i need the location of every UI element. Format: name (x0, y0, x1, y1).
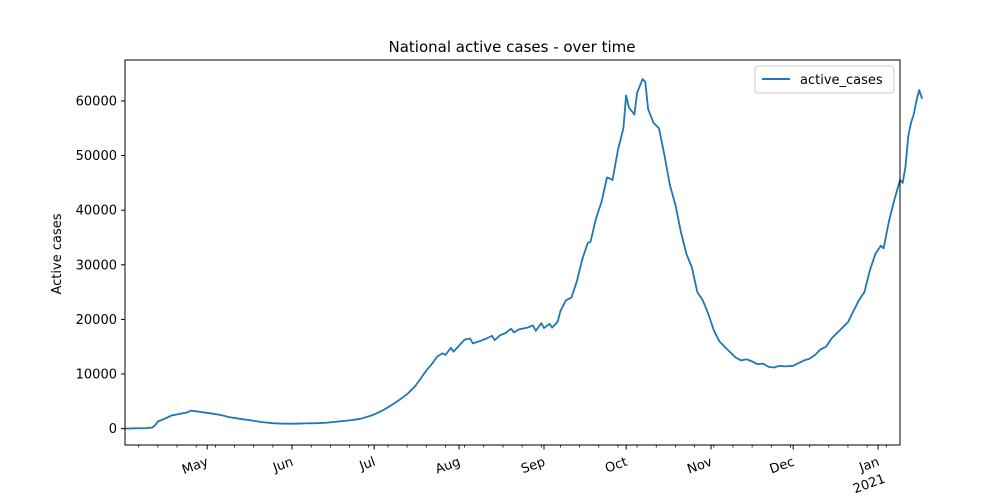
y-tick-label: 30000 (76, 258, 117, 273)
legend-entry-active-cases: active_cases (800, 73, 883, 88)
x-tick-label: Jul (357, 455, 378, 475)
y-tick-label: 20000 (76, 313, 117, 328)
plot-area (124, 59, 923, 446)
series-layer (124, 78, 923, 430)
x-tick-label: Jun (270, 455, 295, 476)
legend: active_cases (754, 65, 895, 94)
axes-frame (124, 59, 901, 446)
x-tick-label: Oct (603, 455, 629, 477)
series-line-active-cases (124, 78, 923, 430)
x-tick-label: Jan (857, 455, 882, 476)
y-tick-label: 10000 (76, 368, 117, 383)
y-tick-label: 50000 (76, 149, 117, 164)
y-tick-label: 40000 (76, 204, 117, 219)
chart-title: National active cases - over time (389, 38, 636, 56)
y-tick-label: 60000 (76, 94, 117, 109)
y-axis: 0 10000 20000 30000 40000 50000 60000 (76, 94, 125, 437)
y-tick-label: 0 (109, 422, 117, 437)
y-axis-label: Active cases (50, 213, 65, 294)
legend-box (754, 65, 895, 94)
